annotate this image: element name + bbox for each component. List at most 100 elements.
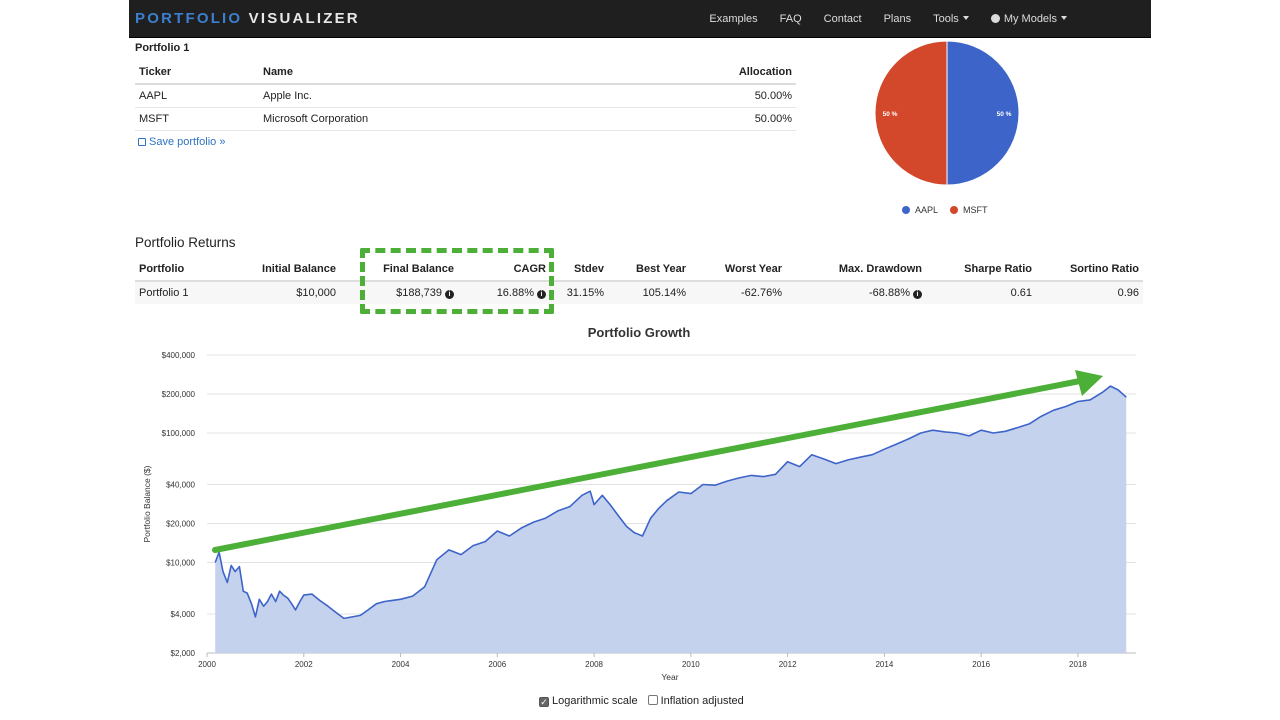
growth-series-area [215, 386, 1127, 653]
info-icon[interactable]: i [445, 290, 454, 299]
checkbox-unchecked-icon [647, 695, 658, 705]
highlight-box-annotation [360, 248, 554, 314]
col-initial-balance: Initial Balance [223, 258, 340, 282]
cell-portfolio: Portfolio 1 [135, 281, 223, 304]
col-cagr: CAGR [458, 258, 550, 282]
cell-cagr: 16.88% i [458, 281, 550, 304]
chart-options: ✓ Logarithmic scale Inflation adjusted [539, 695, 744, 707]
cell-allocation: 50.00% [607, 84, 796, 108]
logarithmic-scale-label: Logarithmic scale [552, 695, 638, 707]
pie-label-msft: 50 % [883, 111, 898, 118]
globe-icon [990, 14, 1000, 23]
allocation-table: Ticker Name Allocation AAPL Apple Inc. 5… [135, 60, 796, 131]
brand-part-1: PORTFOLIO [135, 10, 243, 27]
x-tick-label: 2006 [488, 660, 506, 669]
y-tick-label: $4,000 [171, 610, 196, 619]
table-header-row: Ticker Name Allocation [135, 60, 796, 85]
x-tick-label: 2014 [875, 660, 893, 669]
col-worst-year: Worst Year [690, 258, 786, 282]
x-tick-label: 2000 [198, 660, 216, 669]
legend-label-msft: MSFT [963, 205, 988, 215]
portfolio-title: Portfolio 1 [135, 42, 190, 54]
table-header-row: Portfolio Initial Balance Final Balance … [135, 258, 1143, 282]
x-tick-label: 2016 [972, 660, 990, 669]
inflation-adjusted-checkbox[interactable]: Inflation adjusted [647, 695, 744, 707]
y-tick-label: $20,000 [166, 519, 195, 528]
nav-contact[interactable]: Contact [823, 13, 862, 25]
cell-stdev: 31.15% [550, 281, 608, 304]
cell-best-year: 105.14% [608, 281, 690, 304]
y-axis: $2,000 $4,000 $10,000 $20,000 $40,000 $100,00… [162, 351, 196, 658]
cell-ticker: AAPL [135, 84, 259, 108]
y-axis-label: Portfolio Balance ($) [142, 465, 152, 542]
x-tick-label: 2012 [779, 660, 797, 669]
info-icon[interactable]: i [537, 290, 546, 299]
cagr-value: 16.88% [496, 287, 534, 299]
cell-final-balance: $188,739 i [340, 281, 458, 304]
x-tick-label: 2002 [295, 660, 313, 669]
nav-plans[interactable]: Plans [883, 13, 912, 25]
logarithmic-scale-checkbox[interactable]: ✓ Logarithmic scale [539, 695, 638, 707]
col-sortino: Sortino Ratio [1036, 258, 1143, 282]
table-row: MSFT Microsoft Corporation 50.00% [135, 107, 796, 131]
col-sharpe: Sharpe Ratio [926, 258, 1036, 282]
legend-dot-aapl [902, 206, 910, 214]
nav-my-models-dropdown[interactable]: My Models [990, 13, 1067, 25]
col-name: Name [259, 60, 608, 85]
pie-slice-aapl[interactable] [946, 40, 1020, 186]
x-tick-label: 2018 [1069, 660, 1087, 669]
cell-sharpe: 0.61 [926, 281, 1036, 304]
cell-sortino: 0.96 [1036, 281, 1143, 304]
returns-table: Portfolio Initial Balance Final Balance … [135, 258, 1143, 304]
nav-examples[interactable]: Examples [709, 13, 758, 25]
inflation-adjusted-label: Inflation adjusted [660, 695, 744, 707]
legend-item-aapl[interactable]: AAPL [902, 205, 938, 215]
checkbox-checked-icon: ✓ [539, 697, 549, 707]
trend-arrow-annotation [212, 370, 1103, 553]
brand-logo[interactable]: PORTFOLIO VISUALIZER [135, 10, 360, 27]
table-row: Portfolio 1 $10,000 $188,739 i 16.88% i 31… [135, 281, 1143, 304]
trend-arrow-shaft [212, 378, 1083, 553]
y-tick-label: $40,000 [166, 481, 195, 490]
info-icon[interactable]: i [913, 290, 922, 299]
trend-arrow-head [1075, 370, 1103, 396]
nav-my-models-label: My Models [1003, 13, 1057, 25]
x-tick-label: 2004 [392, 660, 410, 669]
y-tick-label: $200,000 [162, 390, 196, 399]
nav-menu: Examples FAQ Contact Plans Tools My Mode… [687, 0, 1067, 38]
nav-faq[interactable]: FAQ [779, 13, 802, 25]
col-final-balance: Final Balance [340, 258, 458, 282]
cell-ticker: MSFT [135, 107, 259, 131]
cell-worst-year: -62.76% [690, 281, 786, 304]
legend-label-aapl: AAPL [915, 205, 939, 215]
y-tick-label: $100,000 [162, 429, 196, 438]
col-allocation: Allocation [607, 60, 796, 85]
col-max-drawdown: Max. Drawdown [786, 258, 926, 282]
col-stdev: Stdev [550, 258, 608, 282]
pie-slice-msft[interactable] [874, 40, 948, 186]
nav-tools-dropdown[interactable]: Tools [933, 13, 969, 25]
cell-name: Microsoft Corporation [259, 107, 608, 131]
chevron-down-icon [962, 16, 969, 20]
growth-series-line[interactable] [214, 385, 1127, 620]
max-drawdown-value: -68.88% [869, 287, 910, 299]
x-tick-label: 2010 [682, 660, 700, 669]
save-portfolio-link[interactable]: Save portfolio » [138, 136, 225, 148]
final-balance-value: $188,739 [396, 287, 442, 299]
legend-item-msft[interactable]: MSFT [950, 205, 988, 215]
y-tick-label: $400,000 [162, 351, 196, 360]
legend-dot-msft [950, 206, 959, 214]
save-icon [138, 138, 146, 146]
col-portfolio: Portfolio [135, 258, 223, 282]
x-axis-label: Year [661, 672, 678, 682]
pie-legend: AAPL MSFT [902, 205, 988, 215]
y-tick-label: $2,000 [171, 649, 196, 658]
save-portfolio-label: Save portfolio » [149, 136, 226, 148]
returns-title: Portfolio Returns [135, 235, 236, 250]
navbar: PORTFOLIO VISUALIZER Examples FAQ Contac… [129, 0, 1151, 38]
brand-part-2: VISUALIZER [248, 10, 360, 27]
cell-max-drawdown: -68.88% i [786, 281, 926, 304]
pie-label-aapl: 50 % [997, 111, 1012, 118]
cell-initial-balance: $10,000 [223, 281, 340, 304]
